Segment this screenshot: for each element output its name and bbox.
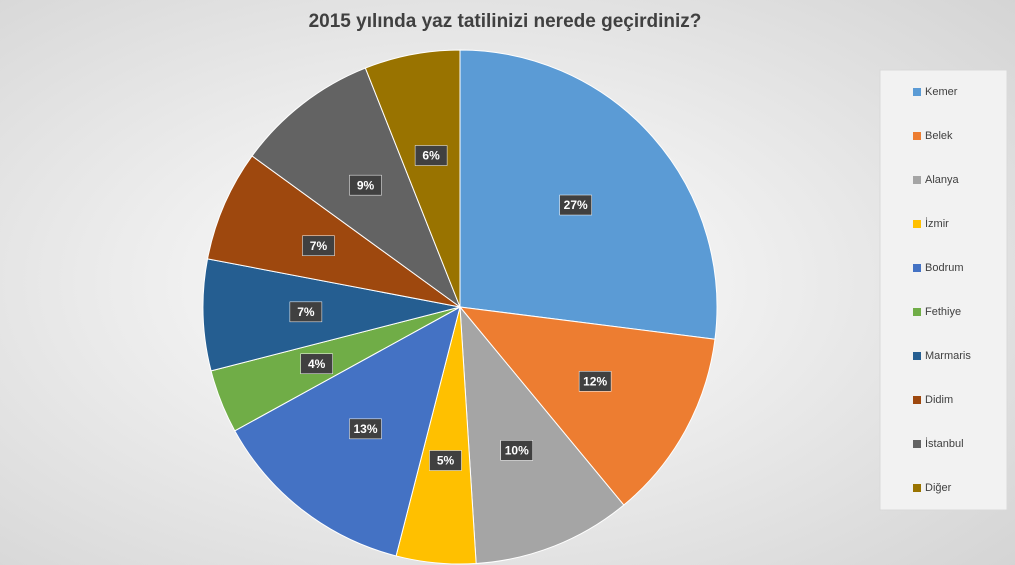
- data-label-box: [500, 440, 534, 461]
- legend-label: Fethiye: [925, 306, 961, 318]
- data-label: 5%: [437, 454, 455, 468]
- data-label-box: [302, 235, 335, 257]
- legend-label: Diğer: [925, 482, 952, 494]
- legend-label: Marmaris: [925, 350, 971, 362]
- legend-swatch: [913, 352, 921, 360]
- legend-label: Belek: [925, 130, 953, 142]
- data-label: 27%: [564, 198, 588, 212]
- data-label-box: [300, 353, 333, 375]
- pie-slice: [234, 306, 461, 557]
- legend-swatch: [913, 88, 921, 96]
- pie-slice: [202, 258, 461, 372]
- legend-label: Didim: [925, 394, 953, 406]
- data-label: 7%: [297, 305, 315, 319]
- data-label: 10%: [505, 444, 529, 458]
- data-label: 6%: [422, 149, 440, 163]
- data-label-box: [578, 371, 612, 392]
- data-label-box: [349, 418, 382, 440]
- legend-box: [879, 69, 1008, 511]
- data-label-box: [429, 450, 462, 471]
- pie-slice: [364, 49, 461, 308]
- data-label-box: [289, 301, 323, 323]
- legend-label: İzmir: [925, 217, 949, 230]
- legend-swatch: [913, 484, 921, 492]
- data-label: 4%: [308, 357, 326, 371]
- legend-label: Alanya: [925, 174, 960, 186]
- legend-label: Bodrum: [925, 262, 964, 274]
- pie-slice: [206, 155, 461, 308]
- legend-label: İstanbul: [925, 437, 964, 450]
- legend-label: Kemer: [925, 86, 958, 98]
- data-label: 13%: [353, 422, 377, 436]
- data-label: 9%: [357, 178, 375, 192]
- pie-slice: [458, 306, 716, 506]
- pie-slice: [459, 49, 718, 340]
- legend-swatch: [913, 132, 921, 140]
- legend-swatch: [913, 396, 921, 404]
- legend-swatch: [913, 220, 921, 228]
- legend-swatch: [913, 440, 921, 448]
- legend-swatch: [913, 264, 921, 272]
- data-label-box: [559, 194, 592, 216]
- data-label: 12%: [583, 374, 607, 388]
- data-label: 7%: [310, 239, 328, 253]
- legend-swatch: [913, 176, 921, 184]
- data-label-box: [349, 174, 382, 196]
- pie-slice: [459, 305, 625, 565]
- data-label-box: [414, 145, 448, 166]
- chart-title: 2015 yılında yaz tatilinizi nerede geçir…: [309, 11, 702, 32]
- legend-swatch: [913, 308, 921, 316]
